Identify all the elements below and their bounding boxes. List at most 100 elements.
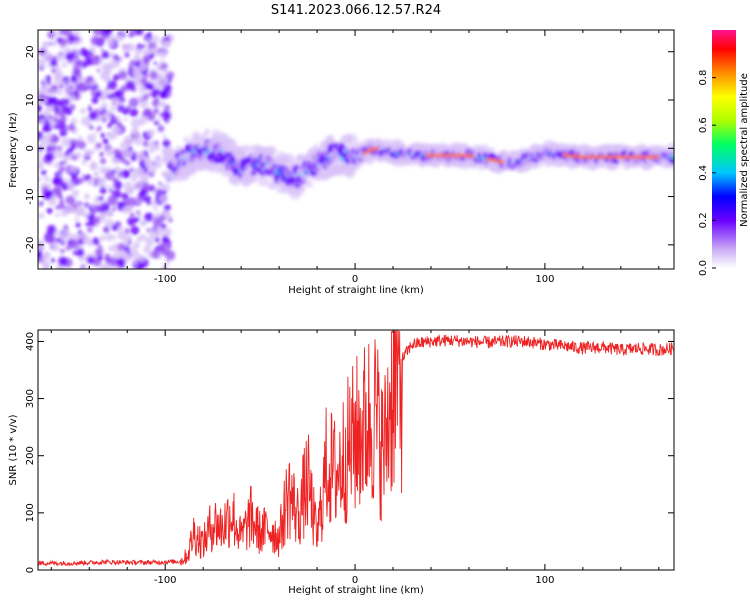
- noise-blob: [166, 71, 175, 80]
- noise-blob: [132, 259, 139, 266]
- noise-blob: [72, 47, 77, 52]
- noise-blob: [100, 48, 105, 52]
- noise-blob: [38, 152, 42, 159]
- noise-blob: [82, 235, 92, 245]
- noise-blob: [143, 195, 152, 204]
- noise-blob: [86, 86, 90, 90]
- noise-blob: [163, 204, 171, 212]
- noise-blob: [142, 48, 150, 56]
- noise-blob: [107, 195, 118, 206]
- noise-blob: [52, 116, 58, 122]
- noise-blob: [52, 84, 58, 91]
- noise-blob: [44, 152, 55, 162]
- noise-blob: [100, 202, 110, 212]
- noise-blob: [149, 78, 154, 84]
- noise-blob: [148, 231, 156, 239]
- spectrogram-blobs: [38, 30, 674, 269]
- noise-blob: [117, 224, 124, 231]
- noise-blob: [59, 198, 65, 204]
- noise-blob: [129, 212, 135, 218]
- ridge-peak: [471, 155, 474, 158]
- noise-blob: [129, 108, 139, 117]
- noise-blob: [121, 158, 128, 164]
- noise-blob: [42, 51, 53, 62]
- noise-blob: [130, 250, 140, 259]
- noise-blob: [107, 80, 117, 90]
- noise-blob: [74, 67, 82, 76]
- noise-blob: [77, 82, 87, 93]
- noise-blob: [127, 71, 132, 76]
- noise-blob: [54, 212, 60, 218]
- noise-blob: [127, 197, 137, 207]
- noise-blob: [97, 255, 104, 261]
- ridge-halo: [183, 136, 191, 144]
- noise-blob: [104, 170, 115, 181]
- noise-blob: [84, 57, 93, 66]
- noise-blob: [154, 237, 160, 243]
- noise-blob: [103, 111, 113, 120]
- noise-blob: [124, 51, 130, 57]
- noise-blob: [131, 168, 142, 178]
- noise-blob: [144, 73, 149, 78]
- noise-blob: [106, 94, 111, 99]
- noise-blob: [95, 90, 103, 98]
- noise-blob: [39, 142, 45, 148]
- ridge-halo: [648, 161, 655, 168]
- noise-blob: [147, 201, 152, 206]
- colorbar-tick-label: 0.6: [698, 117, 709, 133]
- noise-blob: [112, 74, 120, 81]
- noise-blob: [69, 165, 77, 174]
- noise-blob: [136, 151, 146, 161]
- noise-blob: [59, 161, 64, 166]
- noise-blob: [130, 118, 141, 129]
- noise-blob: [38, 240, 45, 251]
- noise-blob: [47, 30, 56, 39]
- noise-blob: [136, 236, 143, 243]
- noise-blob: [70, 118, 78, 125]
- noise-blob: [109, 106, 116, 112]
- noise-blob: [59, 234, 68, 242]
- noise-blob: [69, 239, 79, 250]
- noise-blob: [153, 61, 158, 66]
- ridge-halo: [346, 133, 358, 146]
- noise-blob: [75, 49, 80, 53]
- noise-blob: [95, 241, 100, 246]
- noise-blob: [118, 70, 127, 80]
- noise-blob: [147, 82, 155, 91]
- noise-blob: [151, 35, 160, 44]
- noise-blob: [123, 135, 134, 146]
- noise-blob: [56, 37, 62, 43]
- ridge-halo: [193, 133, 201, 141]
- noise-blob: [163, 111, 171, 118]
- colorbar-tick-label: 0.0: [698, 260, 709, 276]
- noise-blob: [94, 172, 98, 176]
- noise-blob: [128, 239, 132, 244]
- noise-blob: [86, 133, 97, 144]
- noise-blob: [104, 219, 115, 229]
- noise-blob: [51, 69, 56, 73]
- colorbar-tick-label: 0.4: [698, 165, 709, 181]
- noise-blob: [144, 184, 152, 192]
- noise-blob: [111, 126, 119, 134]
- noise-blob: [70, 76, 78, 83]
- noise-blob: [153, 107, 160, 114]
- noise-blob: [111, 224, 119, 232]
- noise-blob: [168, 217, 173, 223]
- noise-blob: [88, 111, 98, 121]
- noise-blob: [66, 147, 74, 154]
- noise-blob: [115, 158, 121, 164]
- noise-blob: [121, 192, 129, 200]
- noise-blob: [143, 212, 154, 223]
- noise-blob: [162, 134, 167, 139]
- noise-blob: [116, 121, 123, 128]
- noise-blob: [99, 186, 107, 195]
- noise-blob: [76, 230, 85, 239]
- noise-blob: [61, 62, 67, 68]
- noise-blob: [105, 148, 115, 157]
- noise-blob: [128, 97, 139, 108]
- noise-blob: [157, 125, 165, 133]
- noise-blob: [38, 104, 43, 113]
- noise-blob: [101, 102, 108, 110]
- ridge-inner: [671, 155, 674, 159]
